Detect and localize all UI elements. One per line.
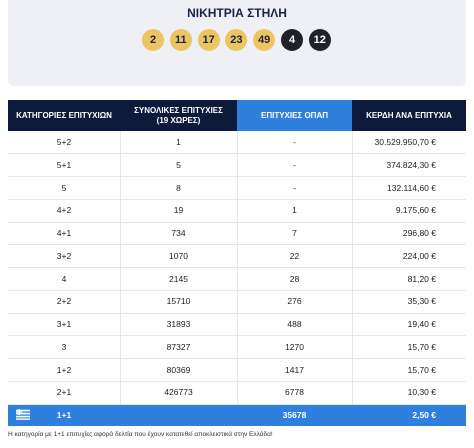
- table-cell: 22: [289, 250, 300, 261]
- row-divider: [8, 176, 466, 177]
- number-ball: 49: [253, 29, 276, 51]
- table-cell: 426773: [164, 387, 193, 398]
- column-header: ΚΑΤΗΓΟΡΙΕΣ ΕΠΙΤΥΧΙΩΝ: [8, 100, 120, 131]
- table-cell: 3+2: [56, 250, 72, 261]
- column-header-line: ΣΥΝΟΛΙΚΕΣ ΕΠΙΤΥΧΙΕΣ: [134, 105, 223, 115]
- column-header: ΣΥΝΟΛΙΚΕΣ ΕΠΙΤΥΧΙΕΣ (19 ΧΩΡΕΣ): [120, 100, 237, 131]
- table-cell: -: [293, 137, 296, 147]
- row-divider: [8, 221, 466, 223]
- column-header-line: (19 ΧΩΡΕΣ): [156, 115, 201, 125]
- table-cell: 132.114,60 €: [387, 182, 436, 193]
- table-cell: 3+1: [56, 319, 72, 329]
- row-divider: [8, 244, 466, 246]
- table-cell: 488: [287, 319, 302, 329]
- table-cell: 15710: [166, 296, 191, 307]
- table-cell: 9.175,60 €: [395, 205, 436, 216]
- table-cell: 1: [176, 137, 181, 147]
- table-cell: 15,70 €: [407, 364, 436, 375]
- last-row-cell: 2,50 €: [412, 410, 436, 420]
- table-cell: 19,40 €: [407, 319, 436, 329]
- last-row-bg: [8, 404, 466, 426]
- table-cell: 30.529.950,70 €: [374, 137, 436, 147]
- star-ball: 12: [308, 29, 331, 51]
- table-cell: 734: [171, 228, 186, 238]
- table-cell: 87327: [166, 341, 191, 352]
- table-cell: -: [293, 159, 296, 170]
- table-cell: 224,00 €: [402, 250, 436, 261]
- star-ball: 4: [281, 29, 303, 51]
- greek-flag-icon: [16, 409, 30, 420]
- number-ball: 23: [225, 29, 248, 51]
- table-cell: 5: [61, 182, 67, 193]
- column-header: ΚΕΡΔΗ ΑΝΑ ΕΠΙΤΥΧΙΑ: [352, 100, 466, 131]
- table-cell: 28: [289, 273, 300, 284]
- table-cell: 8: [176, 182, 181, 193]
- last-row-cell: 35678: [282, 410, 307, 420]
- table-cell: -: [293, 182, 296, 193]
- table-cell: 1+2: [56, 364, 72, 375]
- table-cell: 7: [292, 228, 297, 238]
- row-divider: [8, 380, 466, 382]
- table-cell: 296,80 €: [402, 228, 436, 238]
- table-cell: 4+2: [56, 205, 72, 216]
- table-cell: 2145: [169, 273, 188, 284]
- number-ball: 17: [197, 29, 220, 51]
- last-row-cell: 1+1: [56, 410, 72, 420]
- table-cell: 19: [173, 205, 184, 216]
- table-cell: 276: [287, 296, 302, 307]
- row-divider: [8, 153, 466, 155]
- row-divider: [8, 198, 466, 200]
- table-cell: 15,70 €: [407, 341, 436, 352]
- row-divider: [8, 312, 466, 314]
- table-cell: 4: [61, 273, 67, 284]
- table-cell: 1: [292, 205, 297, 216]
- row-divider: [8, 267, 466, 268]
- table-cell: 6778: [285, 387, 304, 398]
- table-cell: 81,20 €: [407, 273, 436, 284]
- panel-title: ΝΙΚΗΤΡΙΑ ΣΤΗΛΗ: [187, 6, 287, 20]
- footnote: Η κατηγορία με 1+1 επιτυχίες αφορά δελτί…: [8, 431, 273, 438]
- table-cell: 2+1: [56, 387, 72, 398]
- table-cell: 1270: [285, 341, 304, 352]
- table-cell: 80369: [166, 364, 191, 375]
- table-cell: 35,30 €: [407, 296, 436, 307]
- column-header: ΕΠΙΤΥΧΙΕΣ ΟΠΑΠ: [237, 100, 352, 131]
- row-divider: [8, 335, 466, 337]
- number-ball: 2: [142, 29, 164, 51]
- row-divider: [8, 403, 466, 405]
- table-cell: 10,30 €: [407, 387, 436, 398]
- table-cell: 5+1: [56, 159, 72, 170]
- table-cell: 1417: [285, 364, 304, 375]
- row-divider: [8, 358, 466, 359]
- table-cell: 4+1: [56, 228, 72, 238]
- table-cell: 31893: [166, 319, 191, 329]
- table-cell: 1070: [169, 250, 188, 261]
- table-cell: 5+2: [56, 137, 72, 147]
- table-cell: 374.824,30 €: [386, 159, 436, 170]
- row-divider: [8, 289, 466, 291]
- table-cell: 3: [61, 341, 67, 352]
- number-ball: 11: [169, 29, 192, 51]
- table-cell: 2+2: [56, 296, 72, 307]
- table-cell: 5: [176, 159, 181, 170]
